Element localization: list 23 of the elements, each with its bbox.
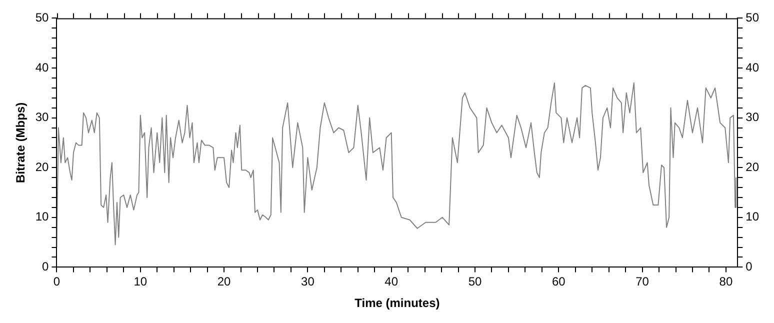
x-tick-label: 0	[53, 274, 60, 289]
x-axis-title: Time (minutes)	[354, 296, 440, 310]
y-tick-label: 20	[35, 160, 50, 174]
y-tick-label: 40	[35, 60, 50, 74]
x-tick-label: 60	[552, 274, 566, 289]
y-axis-title: Bitrate (Mbps)	[14, 102, 28, 184]
y2-tick-label: 40	[746, 60, 760, 74]
x-tick-label: 30	[301, 274, 315, 289]
y-tick-label: 0	[42, 260, 50, 274]
x-tick-label: 40	[384, 274, 398, 289]
y-tick-label: 50	[35, 10, 50, 25]
x-tick-label: 10	[134, 274, 148, 289]
x-tick-label: 80	[719, 274, 733, 289]
y2-tick-label: 50	[746, 10, 760, 25]
y2-tick-label: 0	[746, 260, 753, 274]
x-tick-label: 50	[468, 274, 482, 289]
y2-tick-label: 30	[746, 110, 760, 124]
y-tick-label: 30	[35, 110, 50, 124]
y2-tick-label: 10	[746, 210, 760, 224]
y-tick-label: 10	[35, 210, 50, 224]
x-tick-label: 20	[217, 274, 232, 289]
x-tick-label: 70	[636, 274, 650, 289]
y2-tick-label: 20	[746, 160, 760, 174]
